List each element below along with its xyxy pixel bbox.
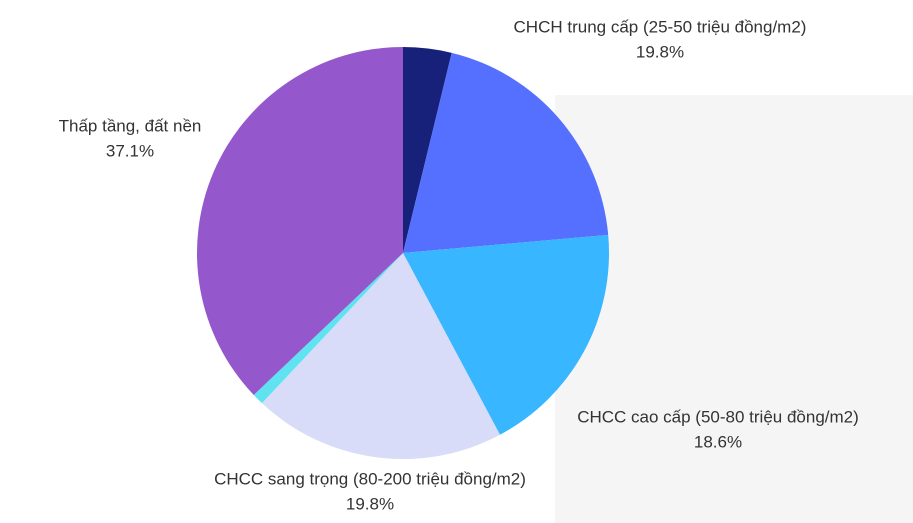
slice-label: CHCC sang trọng (80-200 triệu đồng/m2): [214, 469, 526, 488]
background-panel: [555, 95, 913, 523]
slice-value-label: 37.1%: [106, 141, 154, 160]
slice-value-label: 19.8%: [346, 494, 394, 513]
slice-label: Thấp tầng, đất nền: [59, 116, 202, 135]
slice-value-label: 19.8%: [636, 42, 684, 61]
pie-slice: [253, 253, 403, 404]
pie-slice: [403, 47, 452, 253]
pie-slice: [261, 253, 500, 460]
slice-label: CHCH trung cấp (25-50 triệu đồng/m2): [514, 17, 807, 36]
pie-slice: [403, 52, 609, 253]
slice-value-label: 18.6%: [694, 432, 742, 451]
pie-slice: [196, 47, 403, 395]
pie-slice: [403, 234, 610, 435]
slice-label: CHCC cao cấp (50-80 triệu đồng/m2): [577, 407, 859, 426]
